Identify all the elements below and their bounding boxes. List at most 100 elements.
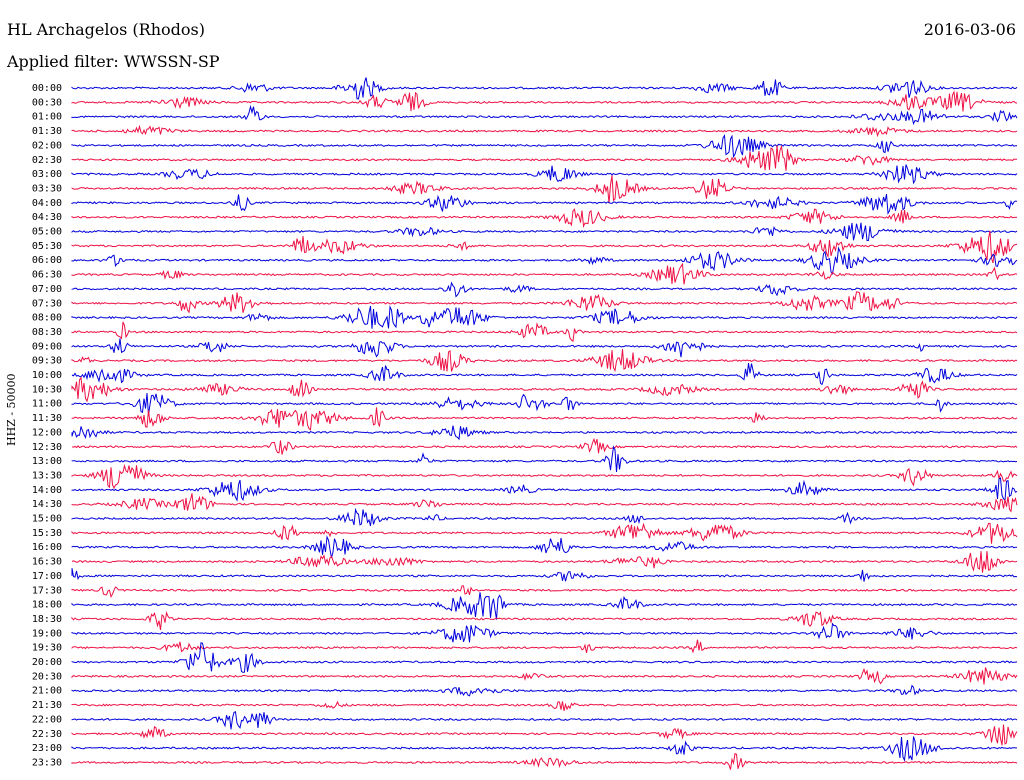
time-label: 05:00 xyxy=(32,227,62,238)
trace-line xyxy=(71,262,1018,285)
trace-line xyxy=(71,700,1018,712)
time-label: 08:00 xyxy=(32,313,62,324)
time-label: 19:30 xyxy=(32,643,62,654)
trace-line xyxy=(71,445,1018,473)
trace-line xyxy=(71,222,1018,242)
trace-line xyxy=(71,230,1018,264)
trace-line xyxy=(71,684,1018,697)
time-label: 10:00 xyxy=(32,370,62,381)
time-label: 23:00 xyxy=(32,743,62,754)
trace-line xyxy=(71,407,1018,431)
trace-line xyxy=(71,551,1018,573)
time-label: 11:30 xyxy=(32,413,62,424)
time-label: 04:00 xyxy=(32,198,62,209)
trace-line xyxy=(71,133,1017,159)
time-label: 22:00 xyxy=(32,714,62,725)
trace-line xyxy=(71,291,1018,314)
time-label: 05:30 xyxy=(32,241,62,252)
trace-line xyxy=(71,477,1018,502)
trace-line xyxy=(71,164,1018,185)
trace-line xyxy=(71,90,1018,112)
trace-line xyxy=(71,338,1018,358)
time-label: 11:00 xyxy=(32,399,62,410)
time-label: 14:00 xyxy=(32,485,62,496)
time-label: 15:00 xyxy=(32,514,62,525)
trace-line xyxy=(71,349,1018,373)
time-label: 14:30 xyxy=(32,499,62,510)
trace-line xyxy=(71,752,1018,770)
time-label: 07:30 xyxy=(32,298,62,309)
time-label: 02:00 xyxy=(32,140,62,151)
time-label: 15:30 xyxy=(32,528,62,539)
trace-line xyxy=(71,711,1018,730)
filter-label: Applied filter: WWSSN-SP xyxy=(7,52,220,71)
trace-line xyxy=(71,535,1018,558)
time-label: 04:30 xyxy=(32,212,62,223)
time-label: 02:30 xyxy=(32,155,62,166)
time-label: 21:30 xyxy=(32,700,62,711)
time-label: 17:00 xyxy=(32,571,62,582)
time-label: 12:30 xyxy=(32,442,62,453)
time-label: 20:30 xyxy=(32,671,62,682)
time-label: 06:30 xyxy=(32,270,62,281)
time-label: 09:00 xyxy=(32,341,62,352)
time-label: 19:00 xyxy=(32,628,62,639)
trace-line xyxy=(71,437,1018,455)
trace-line xyxy=(71,194,1018,215)
trace-line xyxy=(71,425,1017,441)
time-label: 18:00 xyxy=(32,600,62,611)
trace-line xyxy=(71,104,1018,126)
trace-line xyxy=(71,363,1018,386)
trace-line xyxy=(71,568,1018,582)
trace-line xyxy=(71,522,1018,544)
trace-line xyxy=(71,622,1018,643)
trace-line xyxy=(71,493,1018,513)
time-label: 17:30 xyxy=(32,585,62,596)
time-label: 07:00 xyxy=(32,284,62,295)
trace-line xyxy=(71,281,1018,298)
time-label: 12:00 xyxy=(32,427,62,438)
time-label: 00:00 xyxy=(32,83,62,94)
trace-line xyxy=(71,585,1018,599)
time-label: 23:30 xyxy=(32,757,62,768)
time-label: 03:00 xyxy=(32,169,62,180)
trace-line xyxy=(71,321,1018,342)
time-label: 21:00 xyxy=(32,686,62,697)
trace-line xyxy=(71,507,1018,527)
time-label: 16:30 xyxy=(32,557,62,568)
trace-line xyxy=(71,144,1018,171)
time-label: 18:30 xyxy=(32,614,62,625)
trace-line xyxy=(71,736,1017,762)
time-label: 16:00 xyxy=(32,542,62,553)
station-title: HL Archagelos (Rhodos) xyxy=(7,20,205,39)
trace-line xyxy=(71,246,1018,275)
date-label: 2016-03-06 xyxy=(923,20,1016,39)
trace-line xyxy=(71,592,1018,620)
time-label: 13:30 xyxy=(32,470,62,481)
time-label: 03:30 xyxy=(32,183,62,194)
trace-line xyxy=(71,639,1018,654)
trace-line xyxy=(71,724,1018,746)
time-label: 20:00 xyxy=(32,657,62,668)
trace-line xyxy=(71,376,1018,403)
time-label: 06:00 xyxy=(32,255,62,266)
trace-line xyxy=(71,124,1018,138)
time-label: 22:30 xyxy=(32,729,62,740)
trace-line xyxy=(71,208,1018,229)
time-label: 10:30 xyxy=(32,384,62,395)
time-label: 09:30 xyxy=(32,356,62,367)
time-label: 08:30 xyxy=(32,327,62,338)
trace-line xyxy=(71,175,1018,204)
time-label: 00:30 xyxy=(32,97,62,108)
time-label: 01:30 xyxy=(32,126,62,137)
trace-line xyxy=(71,610,1018,630)
time-label: 01:00 xyxy=(32,112,62,123)
time-label: 13:00 xyxy=(32,456,62,467)
trace-line xyxy=(71,305,1018,329)
trace-line xyxy=(71,77,1018,100)
trace-line xyxy=(71,463,1018,490)
trace-line xyxy=(71,667,1018,685)
trace-line xyxy=(71,642,1018,673)
trace-line xyxy=(71,393,1018,416)
